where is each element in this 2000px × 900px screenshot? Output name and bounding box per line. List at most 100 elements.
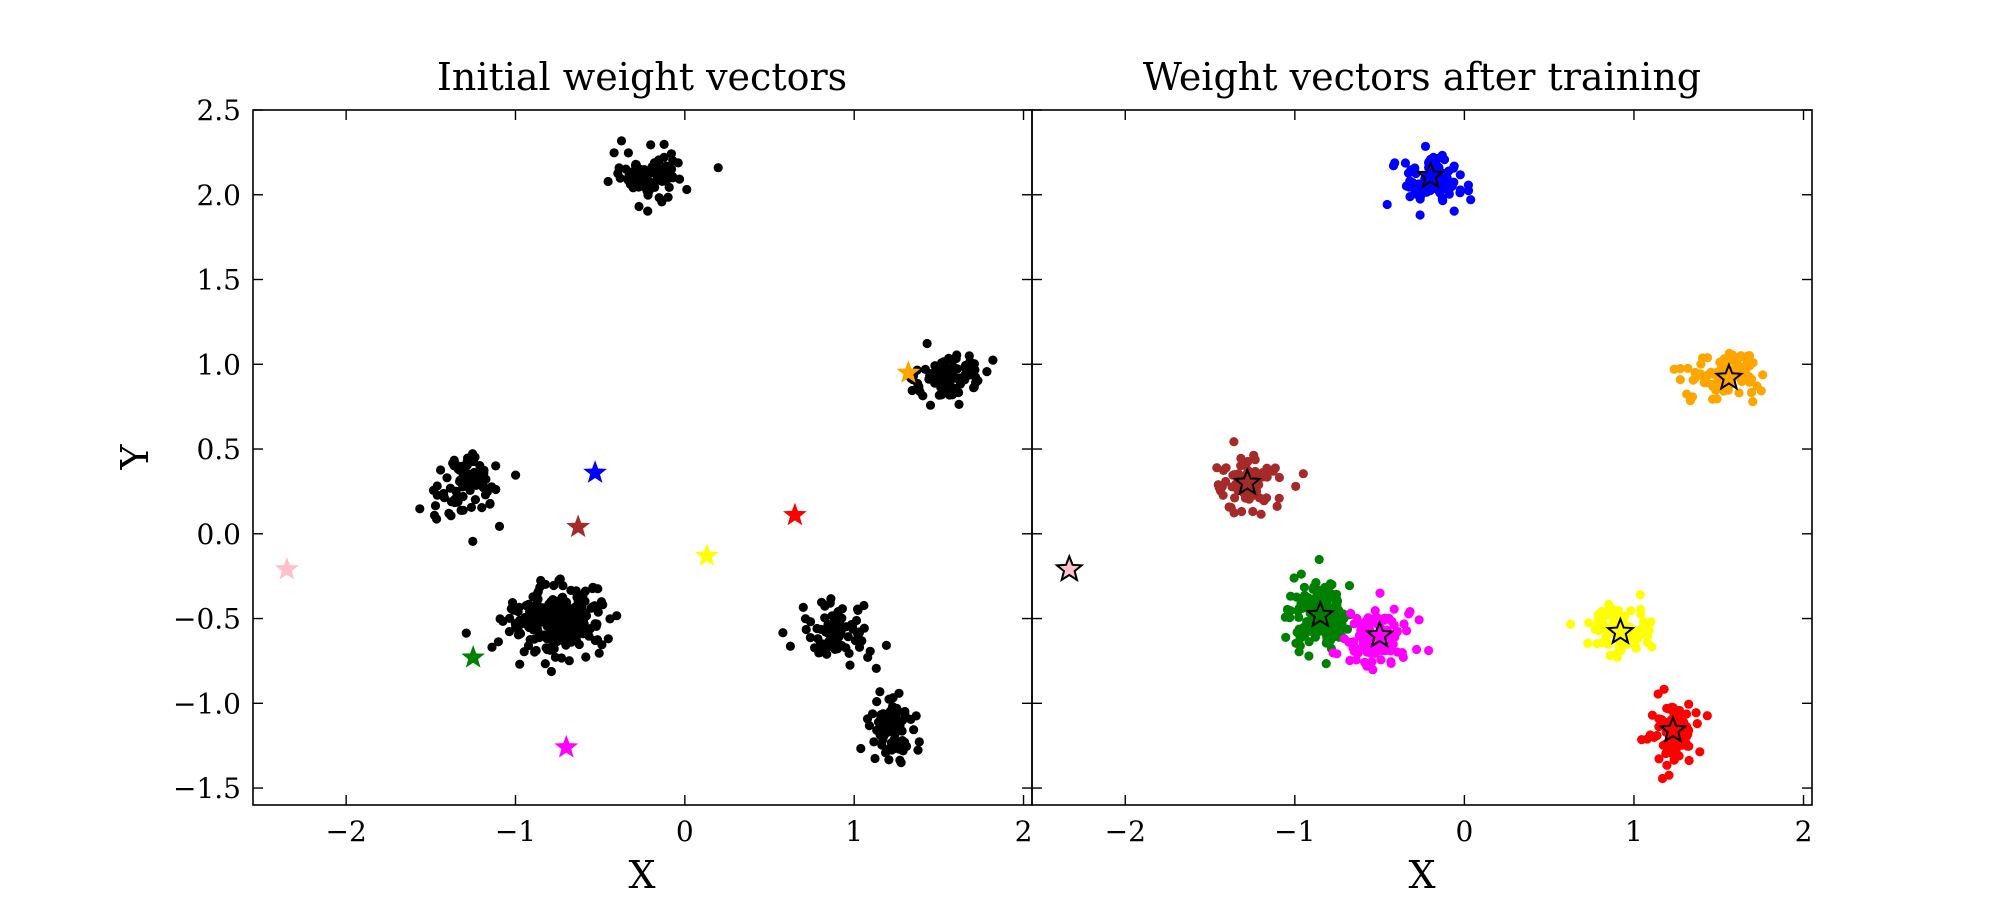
data-point: [510, 470, 521, 480]
data-point: [1691, 708, 1701, 718]
data-point: [615, 173, 625, 183]
data-point: [1299, 582, 1309, 592]
data-point: [954, 399, 964, 409]
data-point: [859, 623, 869, 633]
data-point: [479, 468, 489, 478]
weight-vector-star: [1657, 714, 1688, 744]
data-point: [1644, 625, 1654, 635]
data-point: [1432, 153, 1443, 164]
data-point: [649, 158, 660, 168]
data-point: [1212, 463, 1222, 473]
data-point: [455, 475, 465, 485]
data-point: [573, 596, 583, 606]
data-point: [1690, 373, 1700, 383]
data-point: [586, 603, 596, 613]
y-tick-label: 2.5: [196, 94, 241, 127]
data-point: [1412, 644, 1422, 655]
data-point: [1675, 375, 1685, 385]
data-point: [805, 617, 816, 627]
data-point: [1315, 585, 1325, 596]
data-point: [598, 600, 608, 610]
data-point: [1218, 490, 1228, 500]
data-point: [1683, 729, 1693, 739]
data-point: [1262, 463, 1272, 473]
data-point: [881, 640, 892, 651]
data-point: [1723, 385, 1733, 395]
data-point: [1682, 389, 1692, 399]
data-point: [664, 182, 674, 192]
data-point: [470, 452, 480, 462]
data-point: [1652, 730, 1662, 741]
data-point: [785, 641, 796, 651]
data-point: [468, 536, 478, 547]
data-point: [871, 663, 881, 674]
data-point: [1734, 388, 1744, 398]
weight-vector-star: [554, 734, 579, 758]
weight-vector-star: [1605, 616, 1636, 645]
data-point: [1681, 709, 1692, 719]
data-point: [1583, 638, 1593, 648]
data-point: [1298, 603, 1308, 613]
data-point: [462, 468, 472, 478]
data-point: [1658, 740, 1668, 750]
data-point: [889, 739, 900, 750]
data-point: [1327, 580, 1337, 590]
data-point: [1424, 645, 1434, 656]
data-point: [843, 632, 853, 642]
data-point: [480, 490, 491, 500]
data-point: [456, 492, 466, 502]
data-point: [1636, 609, 1646, 620]
weight-vector-star: [1415, 160, 1446, 189]
data-point: [1349, 642, 1359, 652]
data-point: [1236, 461, 1246, 471]
data-point: [1300, 590, 1310, 601]
data-point: [1703, 370, 1713, 380]
data-point: [1321, 659, 1331, 669]
data-point: [546, 666, 557, 677]
data-point: [1692, 719, 1702, 729]
data-point: [1735, 352, 1745, 362]
data-point: [1314, 554, 1324, 565]
data-point: [879, 731, 889, 741]
data-point: [1669, 740, 1679, 750]
data-point: [1226, 502, 1236, 513]
data-point: [827, 611, 837, 621]
data-point: [922, 338, 932, 349]
data-point: [1392, 626, 1402, 637]
weight-vector-star: [1305, 599, 1336, 628]
data-point: [494, 521, 505, 532]
data-point: [682, 184, 692, 195]
data-point: [623, 148, 634, 158]
data-point: [1604, 599, 1614, 609]
data-point: [527, 610, 537, 620]
data-point: [1332, 649, 1342, 659]
data-point: [493, 637, 503, 647]
data-point: [1738, 362, 1748, 372]
data-point: [446, 511, 456, 521]
data-point: [1344, 581, 1355, 591]
data-point: [1296, 569, 1306, 579]
data-point: [837, 613, 847, 623]
data-point: [952, 350, 962, 360]
data-point: [1229, 437, 1239, 447]
data-point: [909, 725, 919, 735]
weight-vector-star: [566, 514, 591, 538]
data-point: [1444, 189, 1454, 199]
data-point: [1657, 773, 1668, 784]
data-point: [1236, 453, 1246, 463]
data-point: [547, 605, 557, 615]
right-weight-vectors: [1054, 160, 1744, 744]
data-point: [971, 377, 982, 387]
data-point: [495, 614, 505, 624]
data-point: [1405, 192, 1415, 202]
data-point: [907, 385, 917, 396]
data-point: [634, 201, 644, 212]
data-point: [631, 178, 641, 188]
data-point: [831, 636, 841, 646]
data-point: [1376, 655, 1386, 665]
data-point: [540, 659, 550, 669]
right-data-points: [1212, 141, 1768, 784]
data-point: [1339, 634, 1349, 644]
data-point: [1746, 387, 1757, 398]
data-point: [851, 615, 862, 626]
